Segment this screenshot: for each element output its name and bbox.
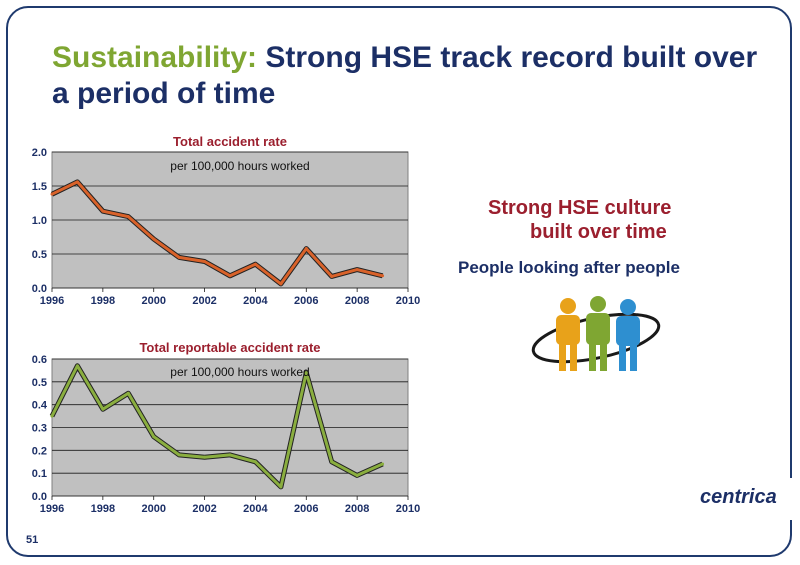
data-point <box>279 485 283 489</box>
y-tick-label: 0.6 <box>32 354 47 366</box>
x-tick-label: 2000 <box>141 295 165 307</box>
data-point <box>381 274 385 278</box>
people-figures-icon <box>531 296 661 371</box>
x-tick-label: 2004 <box>243 503 268 515</box>
data-point <box>228 274 232 278</box>
data-point <box>75 364 79 368</box>
culture-line-2: built over time <box>530 221 667 243</box>
series-line <box>50 364 384 489</box>
data-point <box>355 268 359 272</box>
data-point <box>126 391 130 395</box>
x-tick-label: 1996 <box>40 503 64 515</box>
chart-annotation: per 100,000 hours worked <box>170 159 309 173</box>
people-tagline: People looking after people <box>458 258 680 277</box>
chart-title: Total reportable accident rate <box>139 340 320 355</box>
brand-badge <box>694 478 794 520</box>
y-tick-label: 0.5 <box>32 377 47 389</box>
y-tick-label: 0.3 <box>32 423 47 435</box>
data-point <box>203 259 207 263</box>
data-point <box>304 247 308 251</box>
x-tick-label: 2010 <box>396 503 420 515</box>
y-tick-label: 1.5 <box>32 181 47 193</box>
data-point <box>253 460 257 464</box>
chart-2: 0.0 0.1 0.2 0.3 0.4 0.5 0.6 1996 1998 2000 2002 200… <box>32 340 421 515</box>
y-tick-label: 0.2 <box>32 445 47 457</box>
data-point <box>75 180 79 184</box>
x-tick-label: 1996 <box>40 295 64 307</box>
data-point <box>279 282 283 286</box>
chart-1: 0.0 0.5 1.0 1.5 2.0 1996 1998 2000 2002 2004 2006 2… <box>32 134 421 307</box>
data-point <box>177 453 181 457</box>
y-tick-label: 1.0 <box>32 215 47 227</box>
charts-area: 0.0 0.5 1.0 1.5 2.0 1996 1998 2000 2002 2004 2006 2… <box>32 134 421 515</box>
culture-heading: Strong HSE culture built over time <box>460 196 760 244</box>
data-point <box>355 473 359 477</box>
data-point <box>177 255 181 259</box>
x-tick-label: 2010 <box>396 295 420 307</box>
title-accent: Sustainability: <box>52 41 258 74</box>
slide-frame <box>6 6 792 557</box>
data-point <box>253 262 257 266</box>
y-tick-label: 0.1 <box>32 468 47 480</box>
title-text: Strong HSE track record built over a per… <box>52 41 758 110</box>
x-tick-label: 2002 <box>192 503 216 515</box>
x-tick-label: 2004 <box>243 295 268 307</box>
x-tick-label: 2006 <box>294 503 318 515</box>
data-point <box>152 435 156 439</box>
data-point <box>330 274 334 278</box>
data-point <box>101 209 105 213</box>
x-tick-label: 1998 <box>91 503 115 515</box>
chart-title: Total accident rate <box>173 134 287 149</box>
data-point <box>50 414 54 418</box>
data-point <box>152 237 156 241</box>
data-point <box>203 455 207 459</box>
y-tick-label: 0.5 <box>32 249 47 261</box>
y-tick-label: 0.0 <box>32 283 47 295</box>
data-point <box>304 371 308 375</box>
x-tick-label: 2008 <box>345 503 369 515</box>
x-tick-label: 1998 <box>91 295 115 307</box>
x-tick-label: 2002 <box>192 295 216 307</box>
brand-logo: centrica <box>700 486 777 508</box>
y-tick-label: 0.4 <box>32 400 48 412</box>
x-tick-label: 2008 <box>345 295 369 307</box>
page-number: 51 <box>26 534 39 546</box>
x-tick-label: 2006 <box>294 295 318 307</box>
data-point <box>381 462 385 466</box>
slide-title: Sustainability: Strong HSE track record … <box>52 40 772 112</box>
culture-line-1: Strong HSE culture <box>488 197 672 219</box>
chart-annotation: per 100,000 hours worked <box>170 365 309 379</box>
y-tick-label: 0.0 <box>32 491 47 503</box>
data-point <box>126 215 130 219</box>
y-tick-label: 2.0 <box>32 147 47 159</box>
series-line <box>51 180 383 286</box>
x-tick-label: 2000 <box>141 503 165 515</box>
data-point <box>50 192 54 196</box>
data-point <box>228 453 232 457</box>
data-point <box>101 407 105 411</box>
data-point <box>330 460 334 464</box>
